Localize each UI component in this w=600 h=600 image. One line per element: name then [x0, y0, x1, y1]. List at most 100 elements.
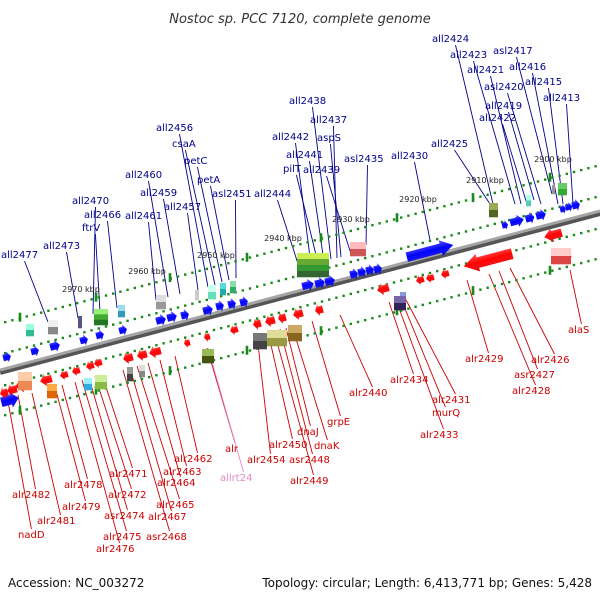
leader-all2470 [92, 206, 96, 315]
ruler-tick-forward-outer [544, 178, 547, 181]
leader-all2425 [454, 149, 491, 205]
ruler-tick-forward-outer [392, 218, 396, 221]
ruler-tick-reverse-inner [184, 336, 187, 339]
leader-murq [400, 298, 446, 408]
gene-label-alr2467: alr2467 [148, 512, 186, 523]
ruler-tick-forward-outer [385, 220, 388, 223]
gene-block-olive [489, 203, 498, 218]
ruler-tick-forward-inner [450, 234, 453, 237]
leader-dnak [291, 325, 328, 441]
gene-block-grey [552, 185, 555, 195]
ruler-tick-forward-inner [54, 338, 57, 342]
leader-all2444 [277, 199, 301, 271]
gene-label-asr2474: asr2474 [104, 511, 145, 522]
ruler-ticks [4, 165, 597, 417]
ruler-tick-forward-inner [4, 351, 7, 355]
gene-label-alr2464: alr2464 [157, 478, 195, 489]
ruler-tick-reverse-inner [587, 229, 590, 233]
ruler-tick-forward-outer [68, 303, 72, 307]
ruler-tick-reverse-outer [234, 353, 237, 356]
ruler-tick-reverse-outer [191, 364, 194, 367]
ruler-tick-reverse-inner [529, 245, 532, 248]
gene-label-alr2476: alr2476 [96, 544, 134, 555]
ruler-tick-reverse-inner [428, 271, 432, 275]
forward-gene-arrow [202, 304, 213, 316]
ruler-tick-forward-outer [112, 292, 115, 295]
ruler-tick-reverse-inner [227, 325, 230, 328]
gene-label-alr2465: alr2465 [156, 500, 194, 511]
ruler-tick-reverse-inner [421, 273, 424, 277]
forward-gene-arrow [365, 264, 374, 276]
leader-asr2427 [498, 270, 538, 370]
ruler-tick-forward-outer [162, 279, 165, 282]
ruler-tick-reverse-inner [407, 277, 410, 280]
ruler-tick-reverse-inner [292, 307, 295, 311]
ruler-tick-forward-inner [407, 245, 410, 248]
ruler-tick-reverse-inner [414, 275, 417, 278]
ruler-tick-forward-outer [558, 174, 561, 177]
ruler-tick-reverse-inner [544, 241, 547, 244]
gene-features [0, 183, 580, 408]
leader-dnaj [285, 327, 311, 427]
gene-block-orange [47, 384, 57, 399]
ruler-tick-forward-outer [198, 269, 201, 273]
gene-block-darkgrey [253, 333, 267, 350]
label-leader-lines [6, 44, 582, 544]
forward-gene-arrow [559, 204, 566, 214]
ruler-tick-reverse-outer [572, 263, 576, 267]
ruler-tick-reverse-outer [457, 294, 460, 297]
forward-gene-arrow [166, 311, 177, 323]
ruler-tick-forward-inner [133, 317, 136, 321]
ruler-tick-forward-outer [378, 222, 381, 225]
gene-labels: all2413 all2415 all2416 asl2417 asl2420 all24… [1, 34, 589, 555]
kbp-label-216: 2950 kbp [197, 251, 235, 260]
ruler-tick-reverse-inner [313, 302, 316, 305]
gene-label-all2466: all2466 [84, 210, 121, 221]
leader-all2416 [532, 72, 559, 205]
ruler-tick-forward-inner [594, 196, 597, 199]
reverse-gene-arrow [278, 312, 287, 324]
ruler-tick-reverse-outer [176, 368, 180, 371]
leader-csaa [184, 149, 216, 286]
ruler-tick-forward-inner [155, 312, 158, 315]
leader-alr2481 [31, 392, 61, 516]
kbp-label-351: 2930 kbp [332, 215, 370, 224]
ruler-tick-forward-inner [47, 340, 50, 343]
ruler-tick-forward-inner [119, 321, 122, 324]
reverse-gene-arrow [441, 269, 450, 279]
gene-label-all2421: all2421 [467, 65, 504, 76]
ruler-tick-forward-inner [385, 251, 388, 254]
gene-label-asl2417: asl2417 [493, 46, 533, 57]
ruler-tick-reverse-outer [335, 326, 338, 329]
reverse-gene-arrow [265, 315, 276, 327]
ruler-tick-forward-outer [479, 195, 482, 198]
ruler-tick-reverse-outer [83, 393, 86, 396]
ruler-tick-forward-inner [277, 279, 280, 283]
gene-label-all2416: all2416 [509, 62, 546, 73]
reverse-gene-arrow [0, 387, 9, 399]
leader-all2423 [473, 60, 516, 205]
ruler-tick-reverse-outer [68, 396, 72, 400]
ruler-tick-forward-inner [479, 226, 482, 229]
ruler-tick-forward-outer [184, 273, 187, 276]
ruler-tick-forward-inner [198, 300, 201, 304]
leader-asr2468 [122, 369, 170, 532]
ruler-tick-reverse-inner [133, 349, 136, 353]
ruler-tick-forward-inner [11, 350, 14, 353]
ruler-tick-forward-outer [83, 300, 86, 303]
kbp-label-81: 2970 kbp [62, 285, 100, 294]
major-tick [168, 366, 172, 376]
reverse-gene-arrow [463, 248, 514, 272]
ruler-tick-reverse-inner [148, 345, 151, 349]
gene-label-all2425: all2425 [431, 139, 468, 150]
leader-asl2451 [235, 199, 237, 279]
leader-all2477 [24, 260, 49, 323]
gene-label-all2438: all2438 [289, 96, 326, 107]
gene-label-alr2426: alr2426 [531, 355, 569, 366]
gene-label-alr2449: alr2449 [290, 476, 328, 487]
ruler-tick-forward-outer [126, 288, 129, 292]
ruler-tick-forward-outer [529, 182, 532, 185]
leader-alas [569, 269, 582, 325]
major-tick [245, 252, 249, 262]
leader-alr2454 [256, 334, 271, 455]
